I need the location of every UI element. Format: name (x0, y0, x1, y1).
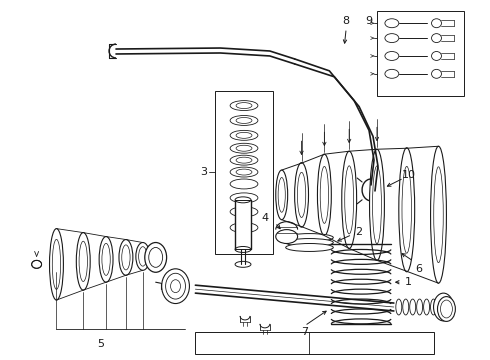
Ellipse shape (286, 234, 333, 242)
Text: 9: 9 (365, 16, 372, 26)
Text: 4: 4 (261, 213, 269, 223)
Text: 10: 10 (402, 170, 416, 180)
Ellipse shape (145, 243, 167, 272)
Ellipse shape (434, 293, 453, 321)
Bar (235, 200, 251, 249)
Ellipse shape (49, 229, 63, 300)
Bar (196, 332, 434, 354)
Text: 5: 5 (98, 339, 105, 349)
Ellipse shape (276, 170, 288, 220)
Ellipse shape (431, 146, 446, 283)
Text: 6: 6 (415, 264, 422, 274)
Ellipse shape (318, 154, 331, 235)
Ellipse shape (99, 237, 113, 282)
Ellipse shape (438, 297, 455, 321)
Ellipse shape (286, 243, 333, 251)
Ellipse shape (342, 151, 357, 248)
Text: 2: 2 (356, 226, 363, 237)
Text: 7: 7 (301, 327, 308, 337)
Ellipse shape (276, 230, 297, 243)
Ellipse shape (119, 239, 133, 275)
Ellipse shape (294, 163, 309, 227)
Text: 1: 1 (405, 277, 412, 287)
Ellipse shape (399, 148, 415, 272)
Text: 8: 8 (343, 16, 350, 26)
Text: 3: 3 (200, 167, 207, 177)
Bar (377, 11, 465, 96)
Ellipse shape (162, 269, 190, 303)
Ellipse shape (136, 243, 150, 270)
Ellipse shape (76, 233, 90, 290)
Ellipse shape (286, 239, 333, 247)
Ellipse shape (369, 149, 385, 260)
Bar (215, 91, 273, 255)
